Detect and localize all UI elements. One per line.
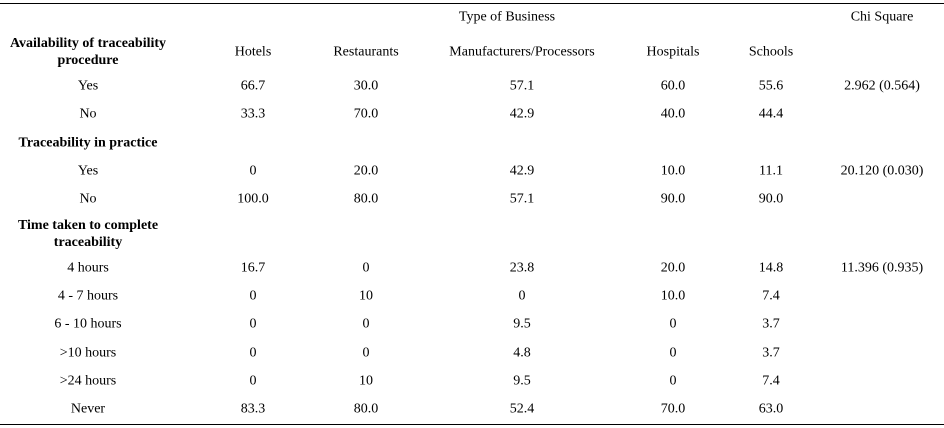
column-header: Restaurants <box>333 44 399 60</box>
cell: 0 <box>362 260 370 276</box>
column-header: Schools <box>748 44 794 60</box>
cell: 80.0 <box>353 401 379 417</box>
section-label: Availability of traceability procedure <box>9 36 167 68</box>
cell: 0 <box>362 345 370 361</box>
cell: 0 <box>249 288 257 304</box>
row-label: 4 hours <box>67 260 109 276</box>
header-title: Type of Business <box>458 9 556 25</box>
cell: 80.0 <box>353 191 379 207</box>
cell: 100.0 <box>237 191 269 207</box>
cell: 55.6 <box>758 78 784 94</box>
cell: 9.5 <box>513 316 531 332</box>
row-label: Yes <box>77 163 99 179</box>
cell: 0 <box>249 316 257 332</box>
cell: 0 <box>669 345 677 361</box>
cell: 66.7 <box>240 78 266 94</box>
cell: 90.0 <box>758 191 784 207</box>
cell: 20.0 <box>353 163 379 179</box>
cell: 3.7 <box>762 316 780 332</box>
cell: 9.5 <box>513 373 531 389</box>
cell: 7.4 <box>762 373 780 389</box>
cell: 83.3 <box>240 401 266 417</box>
column-header: Hotels <box>234 44 272 60</box>
cell: 11.1 <box>759 163 783 179</box>
row-label: 6 - 10 hours <box>54 316 122 332</box>
section-label: Traceability in practice <box>18 135 158 151</box>
cell: 4.8 <box>513 345 531 361</box>
bottom-rule <box>0 424 944 425</box>
row-label: No <box>79 106 97 122</box>
cell: 0 <box>669 316 677 332</box>
cell: 63.0 <box>758 401 784 417</box>
row-label: >24 hours <box>59 373 117 389</box>
cell: 10.0 <box>660 288 686 304</box>
chi-value: 20.120 (0.030) <box>840 163 924 179</box>
cell: 0 <box>249 163 257 179</box>
row-label: Never <box>70 401 106 417</box>
cell: 14.8 <box>758 260 784 276</box>
row-label: 4 - 7 hours <box>57 288 119 304</box>
cell: 70.0 <box>660 401 686 417</box>
cell: 10 <box>359 373 373 389</box>
chi-value: 11.396 (0.935) <box>840 260 924 276</box>
cell: 0 <box>249 373 257 389</box>
cell: 52.4 <box>509 401 535 417</box>
column-header: Manufacturers/Processors <box>449 44 595 60</box>
cell: 44.4 <box>758 106 784 122</box>
cell: 57.1 <box>509 191 535 207</box>
cell: 33.3 <box>240 106 266 122</box>
cell: 42.9 <box>509 163 535 179</box>
row-label: >10 hours <box>59 345 117 361</box>
cell: 0 <box>362 316 370 332</box>
cell: 0 <box>669 373 677 389</box>
cell: 60.0 <box>660 78 686 94</box>
cell: 42.9 <box>509 106 535 122</box>
cell: 90.0 <box>660 191 686 207</box>
cell: 70.0 <box>353 106 379 122</box>
cell: 0 <box>518 288 526 304</box>
cell: 7.4 <box>762 288 780 304</box>
cell: 0 <box>249 345 257 361</box>
column-header: Hospitals <box>646 44 700 60</box>
cell: 10.0 <box>660 163 686 179</box>
row-label: Yes <box>77 78 99 94</box>
cell: 3.7 <box>762 345 780 361</box>
section-label: Time taken to complete traceability <box>17 218 159 250</box>
cell: 40.0 <box>660 106 686 122</box>
chi-value: 2.962 (0.564) <box>844 78 920 94</box>
chi-header: Chi Square <box>850 9 914 25</box>
cell: 23.8 <box>509 260 535 276</box>
top-rule <box>0 3 944 4</box>
cell: 16.7 <box>240 260 266 276</box>
cell: 30.0 <box>353 78 379 94</box>
cell: 10 <box>359 288 373 304</box>
cell: 57.1 <box>509 78 535 94</box>
row-label: No <box>79 191 97 207</box>
cell: 20.0 <box>660 260 686 276</box>
